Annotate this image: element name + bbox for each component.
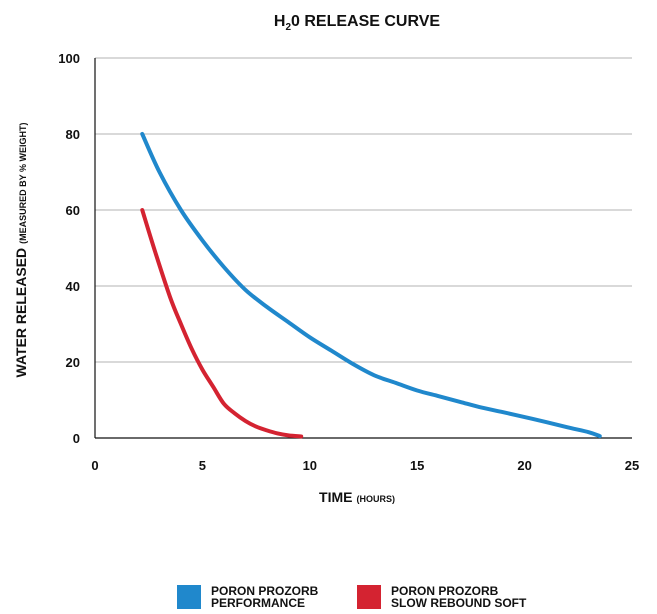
tick-labels: 0 20 40 60 80 100 0 5 10 15 20 25 — [58, 51, 639, 473]
legend-label-performance: PORON PROZORB PERFORMANCE — [211, 584, 319, 610]
legend-label-slow-rebound-soft-line2: SLOW REBOUND SOFT — [391, 596, 527, 610]
x-tick-label-5: 5 — [199, 458, 206, 473]
axes — [94, 58, 632, 439]
y-tick-label-40: 40 — [66, 279, 80, 294]
x-tick-label-20: 20 — [517, 458, 531, 473]
y-axis-label-sub: (MEASURED BY % WEIGHT) — [18, 123, 28, 244]
x-axis-label-main: TIME — [319, 489, 352, 505]
y-tick-label-60: 60 — [66, 203, 80, 218]
legend-label-performance-line2: PERFORMANCE — [211, 596, 305, 610]
x-tick-label-10: 10 — [303, 458, 317, 473]
chart-title-rest: 0 RELEASE CURVE — [291, 13, 440, 30]
series-line-slow-rebound-soft — [140, 208, 304, 439]
legend-swatch-slow-rebound-soft — [357, 585, 381, 609]
legend-label-performance-line1: PORON PROZORB — [211, 584, 319, 598]
x-axis-label-sub: (HOURS) — [356, 494, 395, 504]
y-axis-label: WATER RELEASED (MEASURED BY % WEIGHT) — [13, 123, 29, 378]
x-tick-label-0: 0 — [91, 458, 98, 473]
legend: PORON PROZORB PERFORMANCE PORON PROZORB SL… — [177, 584, 527, 610]
legend-label-slow-rebound-soft: PORON PROZORB SLOW REBOUND SOFT — [391, 584, 527, 610]
y-tick-label-80: 80 — [66, 127, 80, 142]
y-tick-label-20: 20 — [66, 355, 80, 370]
gridlines — [95, 57, 632, 363]
series-lines — [140, 132, 602, 439]
chart-title-main: H — [274, 13, 286, 30]
chart-title-subscript: 2 — [285, 22, 291, 33]
legend-swatch-performance — [177, 585, 201, 609]
y-tick-label-100: 100 — [58, 51, 80, 66]
x-axis-label: TIME (HOURS) — [319, 489, 395, 505]
chart-title: H20 RELEASE CURVE — [274, 13, 441, 33]
y-axis-label-main: WATER RELEASED — [13, 248, 29, 378]
x-tick-label-15: 15 — [410, 458, 424, 473]
y-tick-label-0: 0 — [73, 431, 80, 446]
series-line-performance — [140, 132, 602, 439]
x-tick-label-25: 25 — [625, 458, 639, 473]
legend-label-slow-rebound-soft-line1: PORON PROZORB — [391, 584, 499, 598]
